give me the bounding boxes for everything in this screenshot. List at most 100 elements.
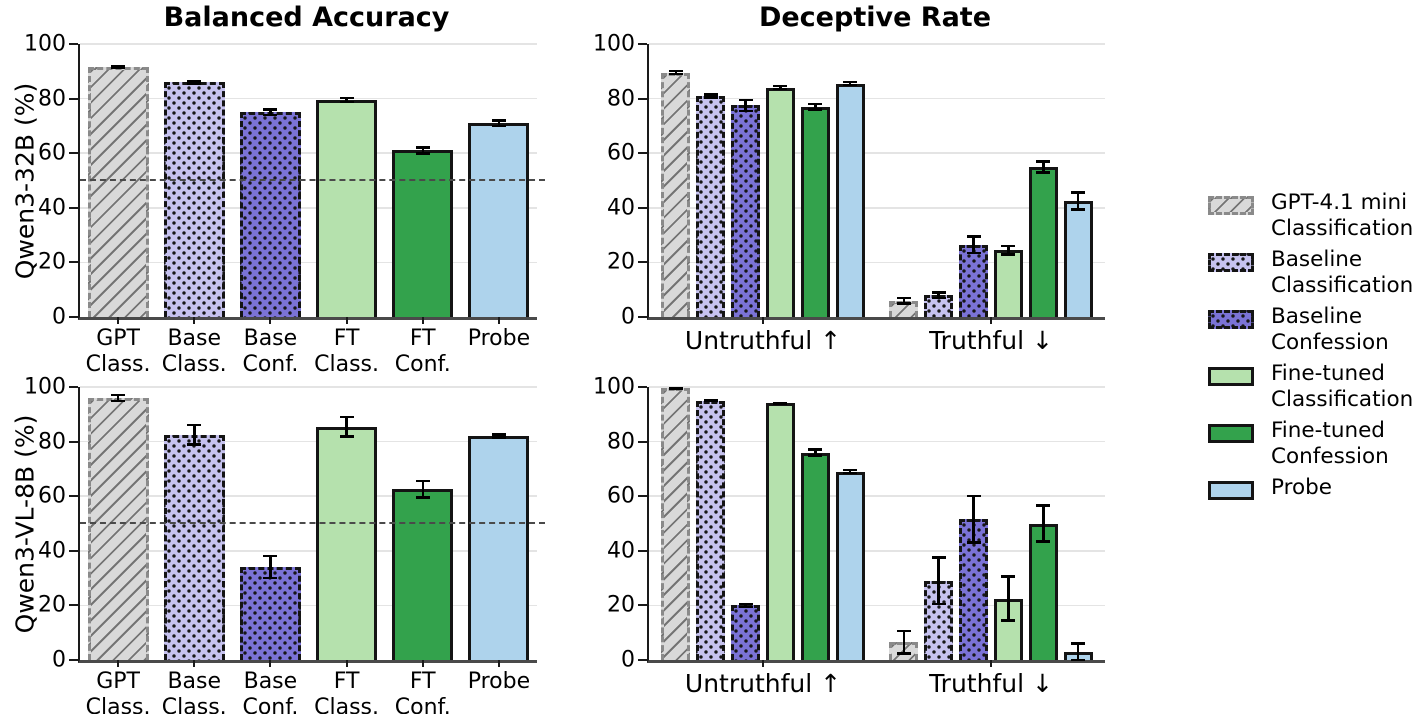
error-bar (1071, 191, 1086, 211)
gridline-y-60 (80, 495, 537, 497)
error-bar-cap-bottom (966, 541, 981, 544)
error-bar-line (193, 423, 196, 446)
bar-ft-conf (392, 150, 454, 317)
error-bar-cap-top (843, 468, 858, 472)
y-tick-100 (638, 386, 647, 388)
error-bar-line (497, 433, 501, 439)
x-group-label-truthful: Truthful ↓ (929, 669, 1053, 698)
y-tick-0 (69, 316, 78, 318)
bar-base-conf (239, 567, 301, 660)
x-tick-untruthful (762, 660, 764, 667)
error-bar-cap-bottom (339, 100, 354, 104)
y-tick-40 (69, 549, 78, 552)
y-tick-20 (69, 604, 78, 607)
error-bar-cap-top (1001, 244, 1016, 248)
bar-baseline-confession-truthful (958, 244, 989, 317)
error-bar-cap-top (415, 479, 430, 483)
legend-item-base-conf: Baseline Confession (1208, 304, 1413, 356)
error-bar-cap-bottom (931, 602, 946, 606)
error-bar-line (193, 79, 196, 85)
y-tick-label-60: 60 (607, 140, 635, 166)
error-bar (263, 108, 278, 117)
gridline-y-60 (649, 152, 1105, 154)
bar-probe-untruthful (835, 83, 865, 317)
error-bar-line (497, 119, 501, 128)
y-tick-label-20: 20 (607, 249, 635, 275)
legend-item-gpt: GPT-4.1 mini Classification (1208, 190, 1413, 242)
error-bar-line (972, 494, 975, 544)
error-bar-cap-bottom (339, 435, 354, 438)
error-bar-cap-bottom (491, 436, 506, 439)
bar-base-conf (239, 112, 301, 317)
error-bar-line (902, 629, 906, 655)
error-bar-line (709, 93, 712, 99)
error-bar-line (1042, 160, 1045, 174)
bar-baseline-classification-untruthful (696, 95, 726, 317)
x-tick-gpt-class (117, 660, 120, 667)
y-tick-80 (69, 440, 78, 443)
error-bar (1036, 160, 1051, 174)
error-bar-cap-top (491, 433, 506, 436)
legend-swatch-base-conf (1208, 310, 1254, 329)
error-bar-cap-bottom (187, 82, 202, 85)
error-bar-cap-top (187, 423, 202, 427)
x-tick-label-gpt-class: GPT Class. (85, 669, 151, 714)
x-tick-label-gpt-class: GPT Class. (85, 326, 151, 377)
error-bar-line (937, 291, 940, 300)
error-bar-cap-bottom (415, 496, 430, 499)
error-bar-cap-top (703, 93, 718, 96)
plot-balanced-accuracy-qwen3-vl-8b: 0 20 40 60 80 100 GPT Class. Base Class. Base Co… (24, 375, 545, 714)
error-bar-line (937, 556, 940, 606)
legend-label-base-class: Baseline Classification (1271, 247, 1414, 298)
x-tick-label-base-class: Base Class. (161, 326, 227, 377)
y-tick-label-0: 0 (621, 304, 635, 330)
x-tick-label-base-conf: Base Conf. (242, 326, 299, 377)
y-tick-label-20: 20 (38, 592, 66, 618)
bar-probe-untruthful (835, 471, 865, 660)
y-tick-40 (69, 206, 78, 209)
error-bar-cap-top (808, 448, 823, 451)
bar-probe-truthful (1063, 200, 1093, 317)
y-tick-80 (69, 97, 78, 100)
x-group-label-truthful: Truthful ↓ (929, 326, 1053, 355)
y-tick-label-20: 20 (38, 249, 66, 275)
bar-fine-tuned-classification-untruthful (765, 403, 796, 660)
x-tick-truthful (990, 317, 992, 324)
error-bar-line (1076, 191, 1080, 211)
error-bar (415, 479, 430, 499)
gridline-y-80 (649, 97, 1105, 100)
bar-baseline-confession-untruthful (730, 105, 761, 317)
error-bar (843, 80, 858, 87)
error-bar-line (1042, 504, 1045, 543)
x-tick-probe (497, 317, 500, 324)
y-tick-20 (69, 261, 78, 264)
x-tick-ft-class (345, 317, 348, 324)
y-tick-label-0: 0 (621, 647, 635, 673)
column-title-balanced-accuracy: Balanced Accuracy (163, 2, 450, 33)
x-tick-label-base-class: Base Class. (161, 669, 227, 714)
error-bar-cap-top (931, 556, 946, 559)
y-tick-40 (638, 206, 647, 209)
error-bar-cap-bottom (111, 399, 126, 403)
legend-swatch-ft-class (1208, 367, 1254, 386)
error-bar (339, 415, 354, 438)
error-bar-cap-top (931, 291, 946, 294)
y-tick-60 (638, 495, 647, 498)
error-bar (966, 235, 981, 255)
chance-baseline-50 (80, 178, 545, 181)
y-tick-label-40: 40 (607, 195, 635, 221)
bar-ft-class (316, 99, 378, 317)
gridline-y-60 (649, 495, 1105, 497)
error-bar-cap-bottom (1071, 658, 1086, 662)
y-tick-40 (638, 549, 647, 552)
error-bar (187, 423, 202, 446)
y-tick-label-100: 100 (593, 31, 635, 57)
error-bar (111, 65, 126, 70)
x-tick-label-ft-class: FT Class. (314, 669, 380, 714)
bar-fine-tuned-confession-untruthful (800, 452, 830, 660)
error-bar-cap-top (111, 393, 126, 397)
legend: GPT-4.1 mini Classification Baseline Clas… (1208, 190, 1413, 501)
error-bar-cap-top (1036, 160, 1051, 163)
gridline-y-80 (649, 440, 1105, 443)
legend-item-probe: Probe (1208, 475, 1413, 501)
